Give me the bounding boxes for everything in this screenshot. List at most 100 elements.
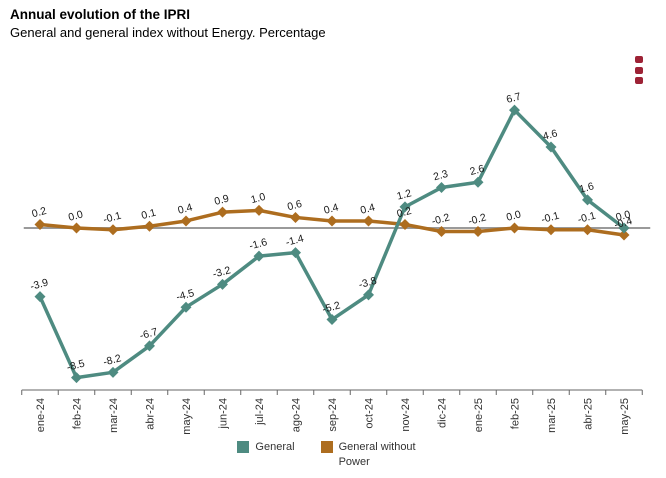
x-axis-label: may-25 — [619, 398, 631, 435]
series-marker-diamond — [436, 182, 447, 194]
series-marker-diamond — [180, 215, 192, 227]
series-marker-diamond — [144, 220, 155, 232]
series-marker-diamond — [326, 215, 338, 227]
series-marker-diamond — [472, 226, 484, 238]
data-label: -8.2 — [102, 352, 123, 368]
series-marker-diamond — [253, 250, 265, 262]
series-marker-diamond — [71, 372, 82, 384]
data-label: 0.1 — [140, 207, 157, 222]
data-label: -1.4 — [284, 233, 305, 249]
data-label: 0.6 — [286, 198, 303, 213]
x-axis-label: jun-24 — [218, 398, 230, 430]
x-axis-label: feb-25 — [510, 398, 522, 429]
x-axis-label: abr-24 — [145, 398, 157, 430]
data-label: 4.6 — [542, 127, 559, 142]
data-label: 0.0 — [505, 208, 522, 223]
series-line-general — [38, 108, 626, 380]
series-marker-diamond — [618, 229, 630, 241]
series-marker-diamond — [34, 218, 46, 230]
series-marker-diamond — [472, 176, 484, 188]
data-label: -0.4 — [613, 215, 634, 231]
data-label: 0.4 — [177, 201, 194, 216]
series-marker-diamond — [436, 226, 447, 238]
data-label: -3.2 — [211, 264, 232, 280]
series-marker-diamond — [180, 301, 192, 313]
series-marker-diamond — [399, 218, 411, 230]
series-marker-diamond — [71, 222, 82, 234]
x-axis-label: may-24 — [181, 398, 193, 435]
data-label: 6.7 — [505, 90, 522, 105]
chart-subtitle: General and general index without Energy… — [10, 25, 326, 41]
data-label: 1.0 — [250, 191, 267, 206]
series-marker-diamond — [582, 224, 593, 236]
x-axis-label: abr-25 — [583, 398, 595, 430]
legend-item-general-without-power[interactable]: General without Power — [320, 440, 429, 470]
x-axis-label: mar-25 — [546, 398, 558, 433]
chart-context-menu-button[interactable] — [635, 56, 645, 84]
series-marker-diamond — [582, 194, 593, 206]
data-label: -3.9 — [29, 277, 50, 293]
x-axis-label: ene-24 — [35, 398, 47, 432]
series-marker-diamond — [326, 314, 338, 326]
data-label: 2.6 — [469, 163, 486, 178]
data-label: 0.4 — [323, 201, 340, 216]
data-label: 0.4 — [359, 201, 376, 216]
series-marker-diamond — [545, 141, 557, 153]
x-axis-label: ago-24 — [291, 398, 303, 432]
data-label: 2.3 — [432, 168, 449, 183]
data-label: -0.2 — [467, 211, 488, 227]
x-axis-label: ene-25 — [473, 398, 485, 432]
legend-label-general: General — [255, 441, 295, 453]
series-marker-diamond — [363, 215, 374, 227]
chart-header: Annual evolution of the IPRI General and… — [10, 6, 326, 42]
series-marker-diamond — [144, 340, 155, 352]
chart-legend: General General without Power — [0, 440, 666, 470]
series-marker-diamond — [363, 289, 374, 301]
data-label: -1.6 — [248, 236, 269, 252]
series-marker-diamond — [290, 247, 301, 259]
x-axis-label: oct-24 — [364, 398, 376, 429]
x-axis-label: sep-24 — [327, 398, 339, 432]
data-label: 0.9 — [213, 193, 230, 208]
kebab-menu-icon — [635, 66, 643, 74]
data-label: -0.2 — [430, 211, 451, 227]
series-marker-diamond — [399, 201, 411, 213]
x-axis-label: nov-24 — [400, 398, 412, 432]
data-label: -0.1 — [102, 210, 123, 226]
series-marker-diamond — [34, 291, 46, 303]
data-label: -8.5 — [65, 358, 86, 374]
data-label: -3.8 — [357, 275, 378, 291]
legend-swatch-general — [237, 441, 250, 453]
chart-title: Annual evolution of the IPRI — [10, 7, 190, 22]
series-marker-diamond — [509, 104, 520, 116]
legend-item-general[interactable]: General — [237, 440, 295, 455]
series-marker-diamond — [107, 366, 119, 378]
series-marker-diamond — [290, 211, 301, 223]
series-marker-diamond — [217, 278, 228, 290]
legend-label-general-without-power: General without Power — [338, 441, 416, 468]
data-label: -6.7 — [138, 326, 159, 342]
data-label: -0.1 — [540, 210, 561, 226]
series-marker-diamond — [217, 206, 228, 218]
series-marker-diamond — [509, 222, 520, 234]
x-axis-label: feb-24 — [72, 398, 84, 429]
series-marker-diamond — [107, 224, 119, 236]
data-label: 1.2 — [396, 187, 413, 202]
data-label: -0.1 — [576, 210, 597, 226]
data-label: 1.6 — [578, 180, 595, 195]
series-marker-diamond — [618, 222, 630, 234]
x-axis-label: dic-24 — [437, 398, 449, 428]
series-marker-diamond — [545, 224, 557, 236]
data-label: 0.0 — [615, 208, 632, 223]
data-label: 0.2 — [396, 205, 413, 220]
data-label: -5.2 — [321, 299, 342, 315]
x-axis-label: mar-24 — [108, 398, 120, 433]
kebab-menu-icon — [635, 77, 643, 84]
legend-swatch-general-without-power — [320, 441, 333, 453]
x-axis-label: jul-24 — [254, 398, 266, 426]
data-label: 0.0 — [67, 208, 84, 223]
data-label: -4.5 — [175, 287, 196, 303]
series-marker-diamond — [253, 204, 265, 216]
